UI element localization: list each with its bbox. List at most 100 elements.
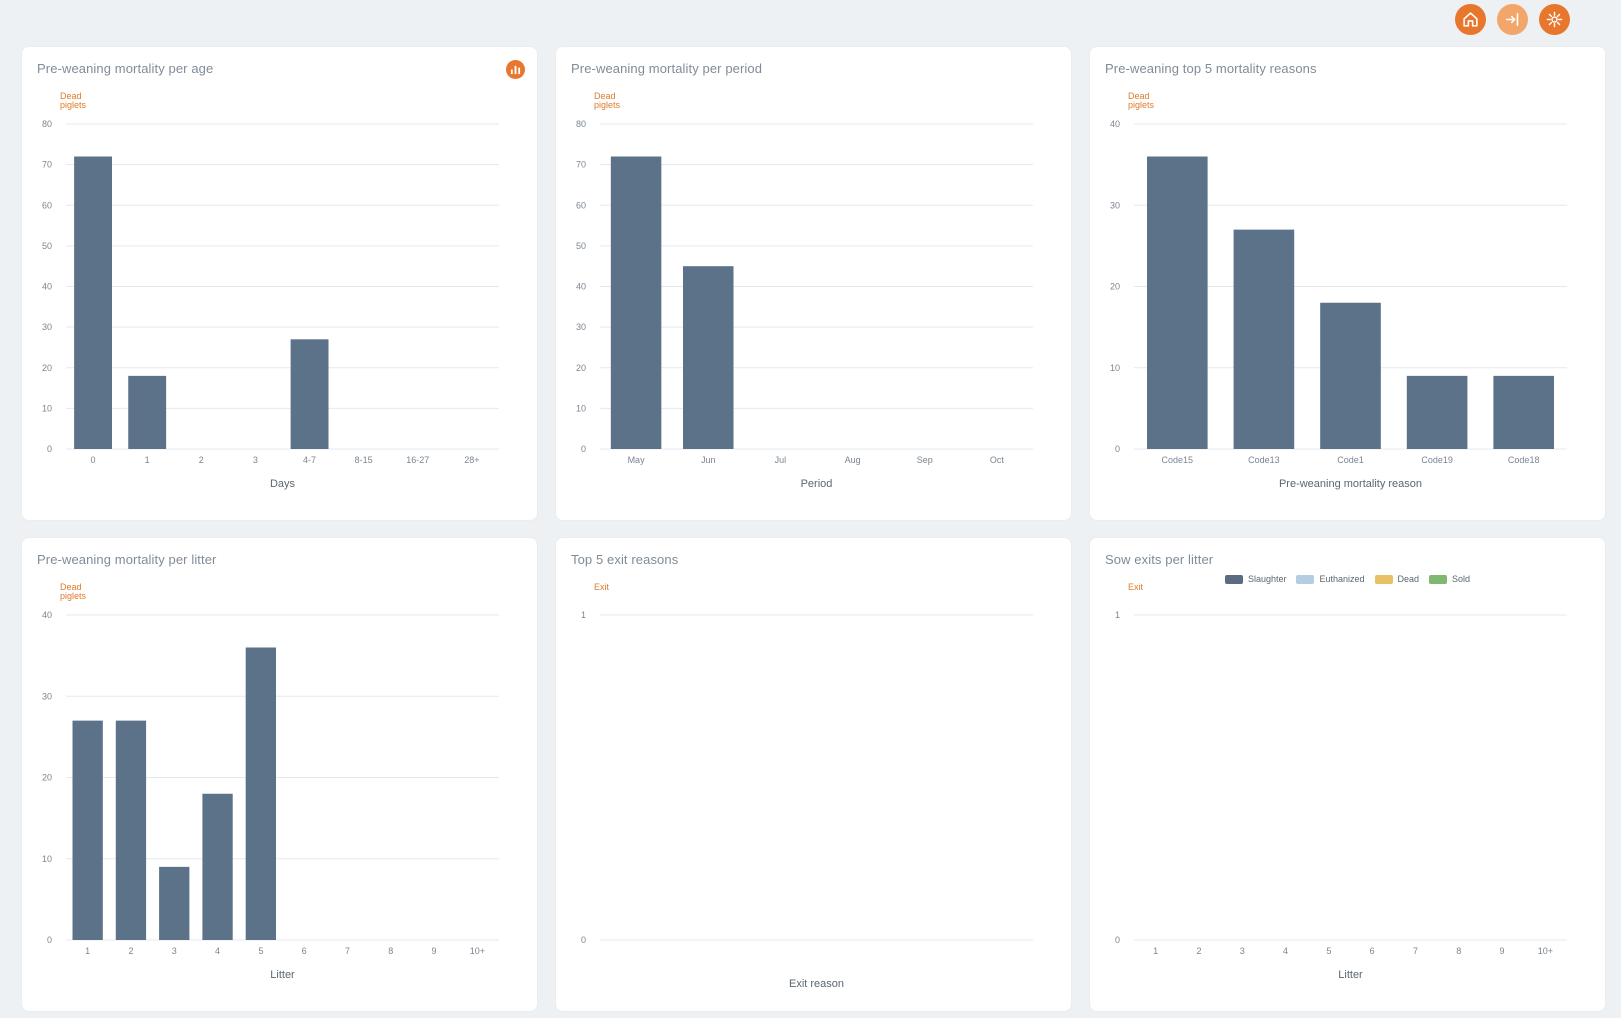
chart-legend: Slaughter Euthanized Dead Sold [1090, 574, 1605, 584]
y-tick-label: 10 [42, 854, 52, 864]
y-tick-label: 30 [42, 322, 52, 332]
legend-label: Slaughter [1247, 574, 1287, 584]
x-tick-label: 10+ [470, 946, 485, 956]
legend-item[interactable]: Sold [1429, 574, 1470, 584]
y-axis-label: Dead piglets [594, 91, 621, 110]
x-tick-label: 3 [172, 946, 177, 956]
y-tick-label: 50 [576, 241, 586, 251]
x-axis-label: Period [801, 478, 833, 490]
y-axis-label: Exit [1128, 582, 1144, 592]
x-tick-label: 7 [345, 946, 350, 956]
y-tick-label: 20 [42, 773, 52, 783]
y-tick-label: 60 [42, 200, 52, 210]
y-tick-label: 70 [42, 160, 52, 170]
legend-item[interactable]: Euthanized [1296, 574, 1365, 584]
bar [245, 647, 277, 940]
x-tick-label: 4 [215, 946, 220, 956]
bar [610, 156, 662, 449]
x-tick-label: 2 [1196, 946, 1201, 956]
legend-label: Euthanized [1319, 574, 1365, 584]
y-tick-label: 30 [42, 691, 52, 701]
x-tick-label: 1 [85, 946, 90, 956]
x-tick-label: May [628, 455, 646, 465]
settings-icon [1546, 11, 1563, 28]
y-tick-label: 40 [42, 610, 52, 620]
card-title: Top 5 exit reasons [571, 552, 679, 567]
bar [1146, 156, 1208, 449]
y-tick-label: 0 [1115, 935, 1120, 945]
x-tick-label: 0 [91, 455, 96, 465]
y-tick-label: 50 [42, 241, 52, 251]
x-tick-label: 4-7 [303, 455, 316, 465]
chart-card-mortality-per-period: Pre-weaning mortality per period Dead pig… [556, 47, 1071, 520]
x-tick-label: Jun [701, 455, 716, 465]
chart-card-top5-exit-reasons: Top 5 exit reasons Exit 0 1 Exit reason [556, 538, 1071, 1011]
bar [290, 339, 329, 449]
y-axis-label: Dead piglets [60, 91, 87, 110]
y-tick-label: 1 [1115, 610, 1120, 620]
top-toolbar [1455, 4, 1570, 35]
y-tick-label: 10 [1110, 363, 1120, 373]
x-tick-label: 10+ [1538, 946, 1553, 956]
settings-button[interactable] [1539, 4, 1570, 35]
card-title: Sow exits per litter [1105, 552, 1214, 567]
y-tick-label: 40 [576, 282, 586, 292]
y-axis-label: Dead piglets [60, 582, 87, 601]
x-tick-label: Jul [775, 455, 787, 465]
y-tick-label: 0 [581, 444, 586, 454]
legend-item[interactable]: Dead [1374, 574, 1420, 584]
bar-chart: Dead piglets 0 10 20 30 40 Code15 Code13 Code1 Cod… [1110, 91, 1567, 490]
y-tick-label: 10 [42, 403, 52, 413]
x-tick-label: 7 [1413, 946, 1418, 956]
chart-card-top5-mortality-reasons: Pre-weaning top 5 mortality reasons Dead… [1090, 47, 1605, 520]
x-tick-label: 2 [128, 946, 133, 956]
card-title: Pre-weaning top 5 mortality reasons [1105, 61, 1317, 76]
legend-swatch [1374, 574, 1393, 584]
chart-card-mortality-per-age: Pre-weaning mortality per age Dead piglet… [22, 47, 537, 520]
legend-item[interactable]: Slaughter [1224, 574, 1287, 584]
legend-label: Dead [1397, 574, 1420, 584]
bar [74, 156, 113, 449]
x-tick-label: 3 [1240, 946, 1245, 956]
x-axis-label: Litter [1338, 969, 1363, 981]
bar-chart: Dead piglets 0 10 20 30 40 50 60 70 80 0 1 2 3 4-7 8-15 1… [42, 91, 499, 490]
bar [1320, 302, 1381, 449]
x-tick-label: 6 [1370, 946, 1375, 956]
bar [682, 266, 734, 449]
bar [128, 375, 167, 449]
home-button[interactable] [1455, 4, 1486, 35]
x-tick-label: 6 [302, 946, 307, 956]
y-tick-label: 70 [576, 160, 586, 170]
y-tick-label: 30 [576, 322, 586, 332]
x-axis-label: Days [270, 478, 296, 490]
x-tick-label: 8 [1456, 946, 1461, 956]
bar-chart: Exit 0 1 1 2 3 4 5 6 7 8 9 10+ Litter [1115, 582, 1567, 981]
bar-chart: Dead piglets 0 10 20 30 40 1 2 3 4 5 6 7 8 9 10+ Litter [42, 582, 499, 981]
card-title: Pre-weaning mortality per age [37, 61, 214, 76]
x-tick-label: 1 [145, 455, 150, 465]
chart-card-sow-exits-per-litter: Sow exits per litter Slaughter Euthanized… [1090, 538, 1605, 1011]
x-tick-label: Code15 [1162, 455, 1194, 465]
x-tick-label: Code19 [1421, 455, 1453, 465]
x-tick-label: Code18 [1508, 455, 1540, 465]
x-tick-label: 8 [388, 946, 393, 956]
x-tick-label: 9 [1500, 946, 1505, 956]
y-tick-label: 0 [581, 935, 586, 945]
legend-swatch [1296, 574, 1315, 584]
legend-swatch [1429, 574, 1448, 584]
y-tick-label: 20 [576, 363, 586, 373]
bar-chart-icon [510, 65, 521, 75]
x-tick-label: 4 [1283, 946, 1288, 956]
login-button[interactable] [1497, 4, 1528, 35]
bar [202, 793, 233, 940]
x-axis-label: Pre-weaning mortality reason [1279, 478, 1422, 490]
x-tick-label: Oct [990, 455, 1005, 465]
x-tick-label: 5 [258, 946, 263, 956]
chart-type-button[interactable] [506, 60, 525, 79]
y-axis-label: Exit [594, 582, 610, 592]
x-tick-label: 2 [199, 455, 204, 465]
bar-chart: Dead piglets 0 10 20 30 40 50 60 70 80 May Jun Jul Aug… [576, 91, 1033, 490]
y-tick-label: 20 [1110, 282, 1120, 292]
login-icon [1506, 13, 1519, 26]
bar-chart: Exit 0 1 Exit reason [581, 582, 1033, 990]
